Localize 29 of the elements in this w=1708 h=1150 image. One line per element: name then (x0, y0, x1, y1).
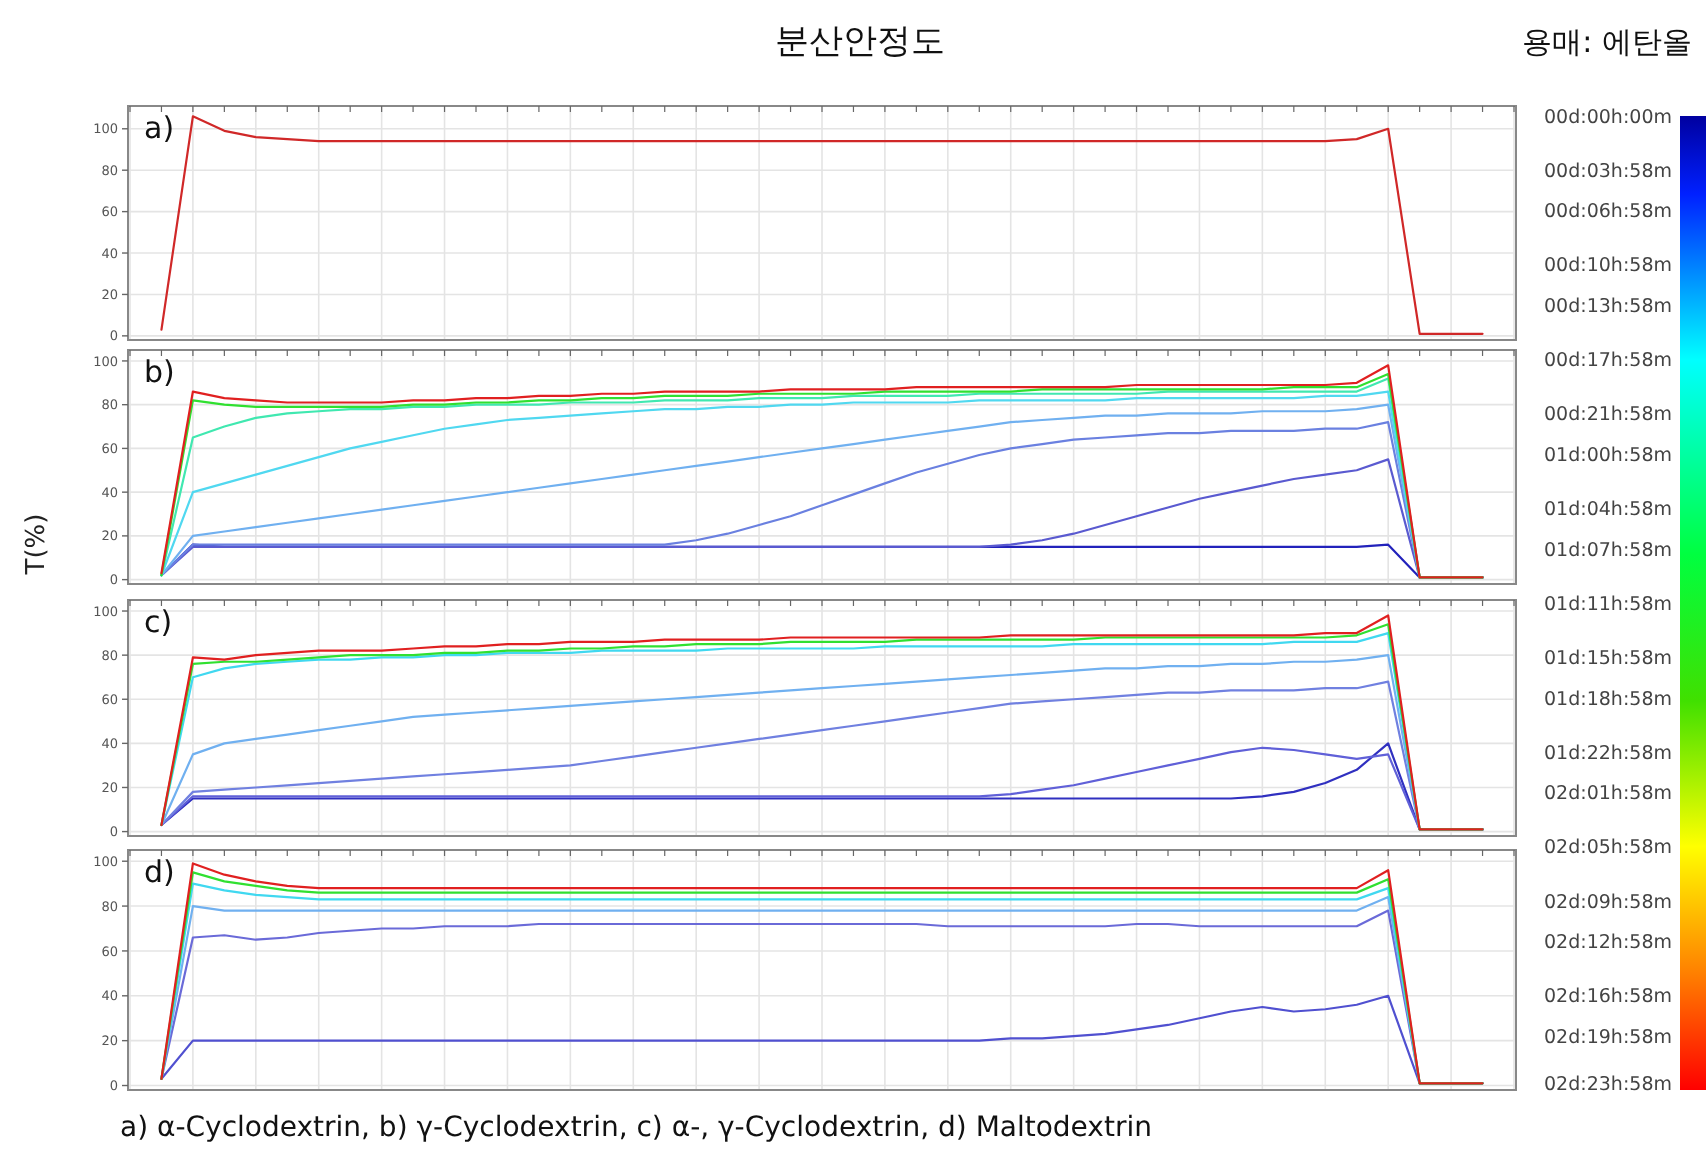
color-bar-label: 00d:17h:58m (1544, 350, 1672, 373)
color-bar-label: 02d:16h:58m (1544, 986, 1672, 1009)
annotation: d) (144, 854, 175, 890)
color-bar-label: 02d:19h:58m (1544, 1026, 1672, 1049)
color-bar-label: 00d:21h:58m (1544, 404, 1672, 427)
color-bar-label: 01d:22h:58m (1544, 742, 1672, 765)
color-bar-label: 01d:18h:58m (1544, 688, 1672, 711)
color-bar-label: 00d:10h:58m (1544, 255, 1672, 278)
color-bar-label: 01d:15h:58m (1544, 647, 1672, 670)
color-bar-label: 00d:03h:58m (1544, 160, 1672, 183)
annotation: b) (144, 354, 175, 390)
color-bar-label: 01d:07h:58m (1544, 539, 1672, 562)
text: a) α-Cyclodextrin, b) γ-Cyclodextrin, c) α-, γ-Cyclodextrin, d) Maltodextrin (120, 1112, 1152, 1144)
annotation: c) (144, 604, 173, 640)
annotation: a) (144, 110, 175, 146)
color-bar-label: 01d:04h:58m (1544, 499, 1672, 522)
text: 용매: 에탄올 (1522, 24, 1692, 60)
color-bar-label: 02d:05h:58m (1544, 837, 1672, 860)
color-bar-label: 02d:23h:58m (1544, 1074, 1672, 1096)
color-bar-label: 00d:00h:00m (1544, 107, 1672, 129)
color-bar-label: 00d:13h:58m (1544, 296, 1672, 319)
color-bar-label: 02d:01h:58m (1544, 783, 1672, 806)
y-axis-title: T(%) (22, 513, 52, 577)
color-bar-label: 02d:09h:58m (1544, 891, 1672, 914)
color-bar-label: 00d:06h:58m (1544, 201, 1672, 224)
color-bar-label: 02d:12h:58m (1544, 932, 1672, 955)
color-bar-label: 01d:11h:58m (1544, 593, 1672, 616)
chart-title: 분산안정도 (775, 22, 945, 62)
color-bar-label: 01d:00h:58m (1544, 444, 1672, 467)
